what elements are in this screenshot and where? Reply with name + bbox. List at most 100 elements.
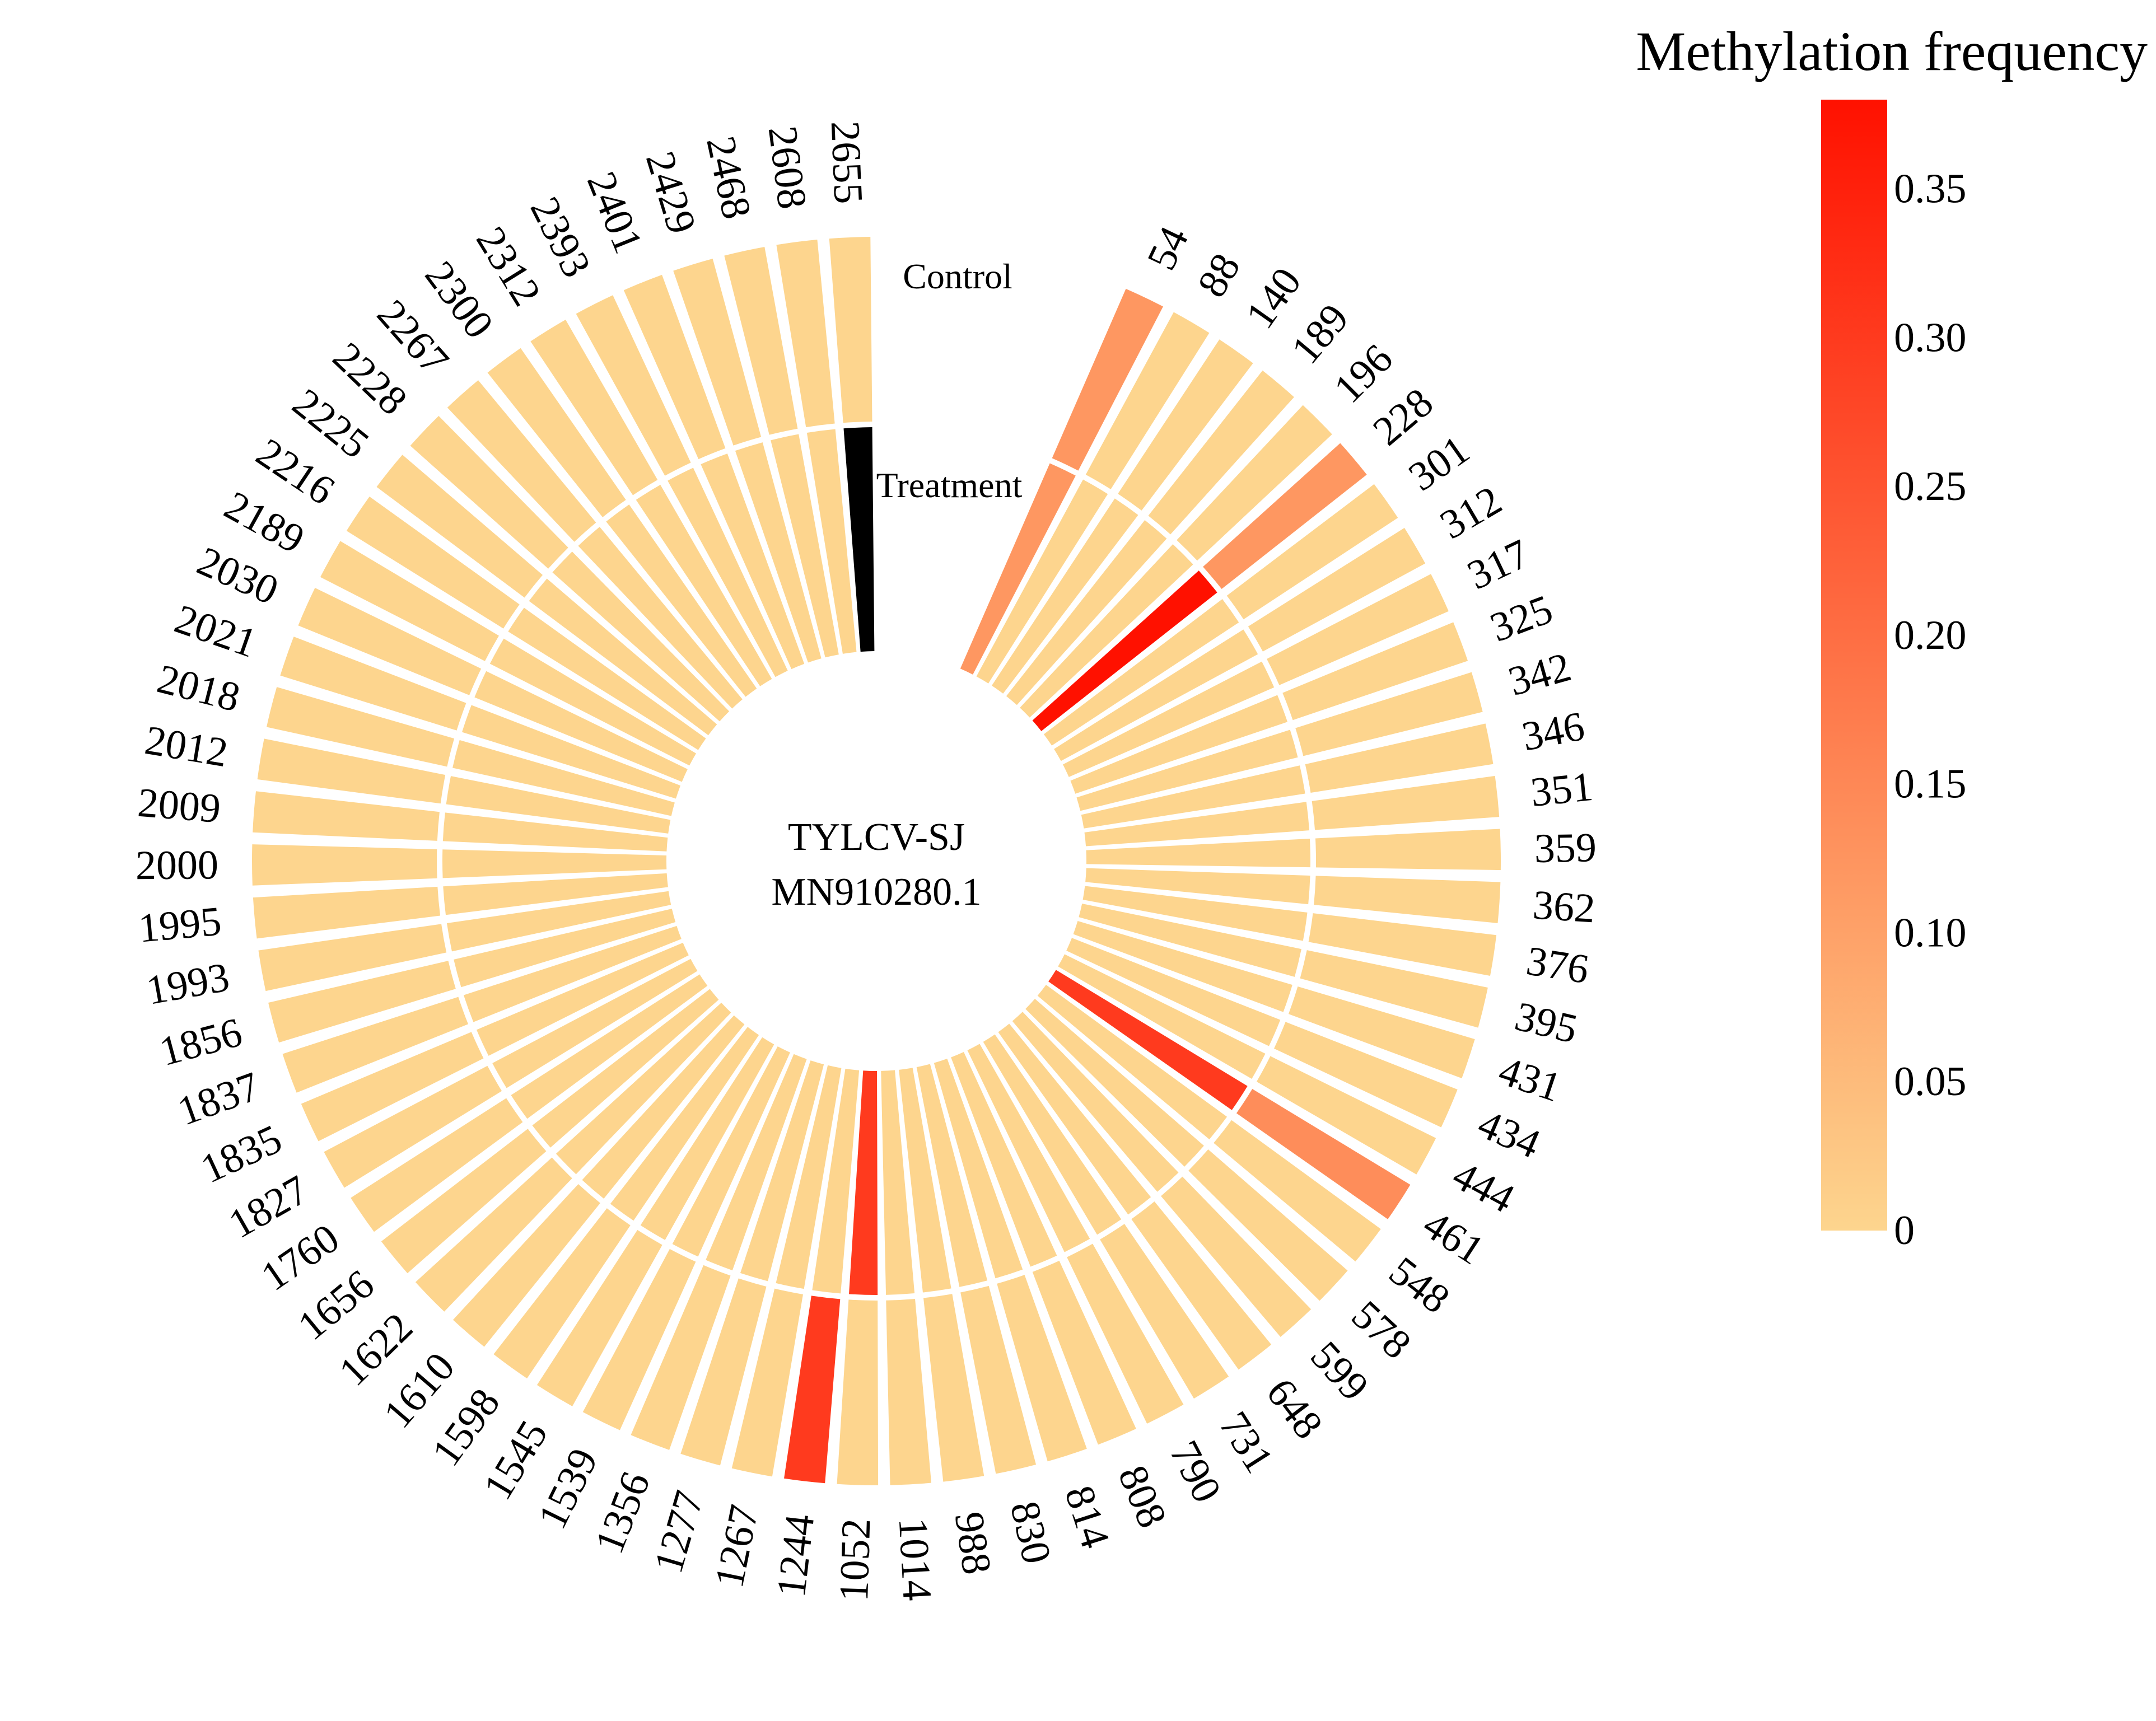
cell-control-1856 bbox=[268, 961, 456, 1043]
cell-treatment-1356 bbox=[706, 1054, 807, 1271]
site-label-1244: 1244 bbox=[768, 1512, 824, 1599]
cell-treatment-346 bbox=[1081, 765, 1305, 829]
cell-treatment-342 bbox=[1076, 729, 1298, 811]
cell-control-362 bbox=[1314, 876, 1501, 923]
ring-label-control: Control bbox=[903, 256, 1012, 296]
cell-control-2030 bbox=[298, 587, 482, 695]
cell-control-1539 bbox=[582, 1248, 696, 1430]
cell-control-2021 bbox=[280, 637, 466, 731]
cell-treatment-1610 bbox=[582, 1015, 745, 1199]
cell-treatment-2608 bbox=[806, 429, 857, 654]
cell-control-317 bbox=[1267, 574, 1449, 685]
cell-control-431 bbox=[1288, 986, 1475, 1078]
cell-control-2655 bbox=[829, 237, 872, 423]
site-label-351: 351 bbox=[1528, 764, 1595, 816]
cell-treatment-2012 bbox=[446, 776, 671, 834]
cell-treatment-301 bbox=[1043, 599, 1239, 746]
cell-treatment-1995 bbox=[443, 873, 668, 915]
cell-control-2000 bbox=[251, 844, 437, 886]
cell-control-1244 bbox=[784, 1296, 841, 1484]
cell-control-2009 bbox=[253, 791, 440, 841]
cell-treatment-351 bbox=[1084, 802, 1310, 847]
cell-treatment-808 bbox=[951, 1052, 1057, 1267]
cell-treatment-444 bbox=[1058, 954, 1266, 1079]
cell-control-359 bbox=[1315, 829, 1501, 871]
cell-treatment-2216 bbox=[508, 607, 706, 750]
cell-control-2225 bbox=[376, 455, 543, 598]
cell-control-988 bbox=[923, 1294, 984, 1482]
cell-control-790 bbox=[1067, 1243, 1184, 1424]
colorbar-tick-0: 0 bbox=[1894, 1208, 1915, 1254]
cell-control-2300 bbox=[487, 348, 626, 517]
site-label-1993: 1993 bbox=[143, 954, 232, 1014]
cell-treatment-648 bbox=[998, 1023, 1151, 1215]
cell-control-2018 bbox=[267, 687, 455, 767]
cell-control-2312 bbox=[530, 319, 658, 495]
cell-control-2189 bbox=[320, 541, 500, 661]
site-label-2655: 2655 bbox=[822, 120, 871, 204]
site-label-814: 814 bbox=[1056, 1480, 1118, 1554]
cell-control-444 bbox=[1256, 1056, 1436, 1175]
cell-control-342 bbox=[1295, 672, 1483, 756]
cell-control-351 bbox=[1312, 775, 1500, 830]
cell-control-548 bbox=[1214, 1120, 1381, 1262]
cell-control-140 bbox=[1118, 339, 1253, 511]
center-label-accession: MN910280.1 bbox=[771, 871, 981, 914]
cell-treatment-1827 bbox=[492, 958, 698, 1088]
cell-treatment-548 bbox=[1037, 985, 1228, 1140]
cell-treatment-140 bbox=[991, 498, 1138, 694]
cell-treatment-461 bbox=[1048, 970, 1248, 1110]
cell-control-599 bbox=[1161, 1176, 1312, 1337]
site-label-1267: 1267 bbox=[706, 1501, 768, 1591]
cell-treatment-830 bbox=[916, 1064, 988, 1287]
colorbar-ticks: 0 0.05 0.10 0.15 0.20 0.25 0.30 0.35 bbox=[1894, 166, 1967, 1254]
cell-control-648 bbox=[1131, 1201, 1272, 1370]
cell-treatment-1267 bbox=[776, 1065, 842, 1289]
cell-control-1277 bbox=[680, 1278, 767, 1466]
cell-treatment-1856 bbox=[454, 909, 676, 988]
site-label-1052: 1052 bbox=[831, 1518, 879, 1602]
cell-treatment-1277 bbox=[740, 1060, 824, 1282]
cell-treatment-599 bbox=[1012, 1012, 1179, 1192]
site-label-346: 346 bbox=[1518, 703, 1588, 760]
cell-treatment-1545 bbox=[640, 1037, 774, 1240]
cell-treatment-2312 bbox=[636, 484, 772, 686]
site-label-2468: 2468 bbox=[697, 132, 759, 223]
cell-control-2401 bbox=[623, 274, 726, 460]
site-label-808: 808 bbox=[1109, 1459, 1175, 1534]
site-label-431: 431 bbox=[1493, 1047, 1566, 1111]
colorbar-tick-0.05: 0.05 bbox=[1894, 1059, 1967, 1105]
cell-treatment-2030 bbox=[474, 671, 688, 782]
cell-treatment-376 bbox=[1082, 886, 1308, 941]
cell-control-196 bbox=[1177, 405, 1332, 561]
site-label-395: 395 bbox=[1510, 993, 1581, 1053]
cell-control-2216 bbox=[346, 496, 520, 629]
cell-control-228 bbox=[1203, 443, 1367, 590]
site-label-790: 790 bbox=[1161, 1434, 1230, 1510]
cell-treatment-1622 bbox=[556, 1002, 731, 1175]
site-label-359: 359 bbox=[1534, 825, 1597, 872]
cell-treatment-434 bbox=[1066, 938, 1281, 1046]
colorbar-tick-0.35: 0.35 bbox=[1894, 166, 1967, 212]
cell-control-1610 bbox=[452, 1184, 600, 1347]
cell-treatment-1837 bbox=[463, 925, 682, 1022]
cell-treatment-88 bbox=[976, 479, 1108, 684]
heatmap-cells bbox=[251, 237, 1501, 1485]
cell-treatment-1244 bbox=[812, 1068, 860, 1294]
cell-treatment-2267 bbox=[578, 527, 743, 709]
cell-treatment-312 bbox=[1054, 629, 1258, 761]
cell-control-395 bbox=[1300, 950, 1488, 1028]
cell-control-578 bbox=[1188, 1149, 1348, 1301]
cell-treatment-196 bbox=[1020, 544, 1193, 718]
cell-treatment-317 bbox=[1062, 661, 1275, 777]
colorbar-tick-0.10: 0.10 bbox=[1894, 910, 1967, 956]
cell-control-1052 bbox=[837, 1299, 879, 1485]
cell-control-830 bbox=[960, 1285, 1037, 1474]
site-label-2000: 2000 bbox=[136, 842, 219, 888]
cell-control-325 bbox=[1282, 622, 1468, 721]
cell-control-2429 bbox=[673, 259, 762, 446]
cell-treatment-228 bbox=[1032, 570, 1217, 731]
center-label-virus: TYLCV-SJ bbox=[788, 816, 965, 859]
cell-treatment-814 bbox=[934, 1059, 1023, 1279]
